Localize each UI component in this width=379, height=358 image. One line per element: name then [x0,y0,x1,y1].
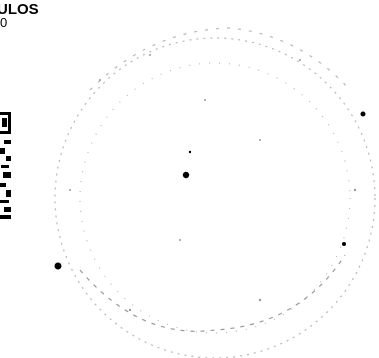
qr-code-fragment [0,112,11,219]
faded-stamp [54,27,376,358]
document-subtitle: 0 [0,15,7,30]
document-title: ULOS [0,1,39,18]
ink-dots [54,111,366,270]
